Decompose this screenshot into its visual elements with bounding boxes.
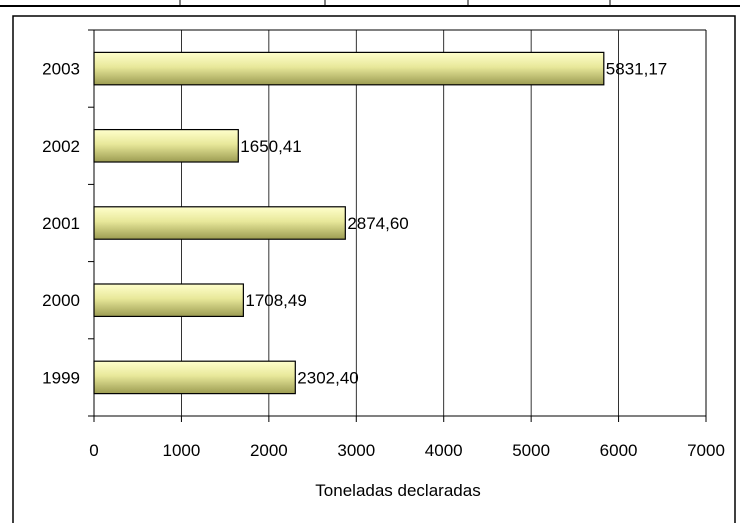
data-label: 2874,60	[347, 214, 408, 233]
bar	[93, 51, 605, 86]
bars	[93, 51, 605, 395]
data-label: 2302,40	[297, 368, 358, 387]
data-label: 1650,41	[240, 137, 301, 156]
y-category-label: 2000	[42, 291, 80, 310]
x-tick-label: 0	[89, 441, 98, 460]
x-tick-label: 5000	[512, 441, 550, 460]
bar	[93, 360, 296, 395]
y-category-label: 1999	[42, 368, 80, 387]
y-category-label: 2002	[42, 137, 80, 156]
labels: 0 1000 2000 3000 4000 5000 6000 7000 1999 2302,40…	[42, 60, 725, 460]
bar	[93, 206, 346, 240]
bar	[93, 128, 239, 163]
x-tick-label: 6000	[600, 441, 638, 460]
data-label: 5831,17	[606, 60, 667, 79]
x-tick-label: 3000	[337, 441, 375, 460]
y-category-label: 2001	[42, 214, 80, 233]
bar	[93, 283, 244, 318]
data-label: 1708,49	[245, 291, 306, 310]
x-tick-label: 4000	[425, 441, 463, 460]
x-tick-label: 7000	[687, 441, 725, 460]
x-tick-label: 2000	[250, 441, 288, 460]
x-axis-title: Toneladas declaradas	[315, 481, 480, 500]
y-category-label: 2003	[42, 60, 80, 79]
x-tick-label: 1000	[163, 441, 201, 460]
axes	[88, 29, 707, 422]
